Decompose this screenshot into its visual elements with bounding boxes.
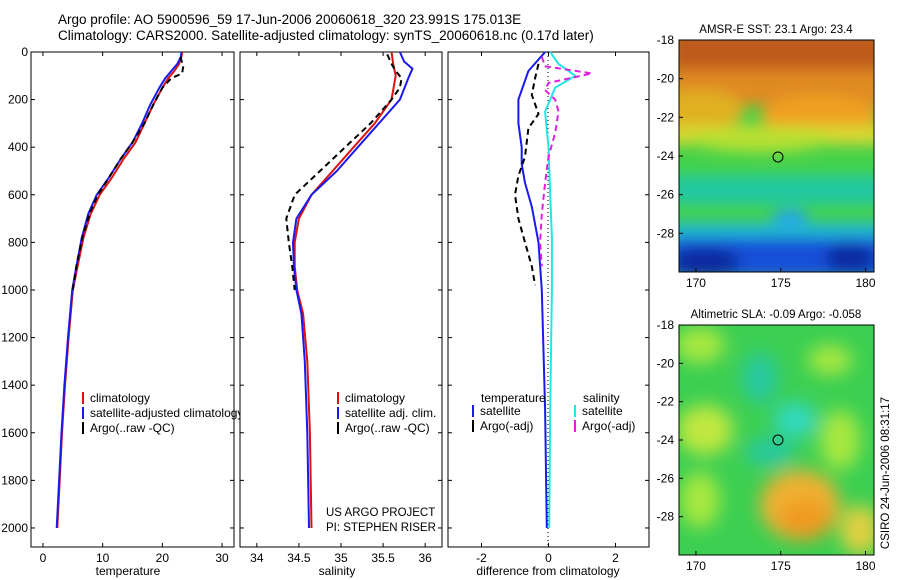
map-y-tick-label: -28 [657,226,675,240]
y-tick-label: 800 [8,235,28,249]
legend-label-climatology: climatology [90,391,150,405]
sst-map-ticks: 170 175 180 -18 -20 -22 -24 -26 -28 [657,33,876,290]
series-line-argo-raw-qc [285,53,403,291]
salinity-axis-ticks: 34 34.5 35 35.5 36 [240,51,442,565]
temperature-panel: 0 200 400 600 800 1000 1200 1400 1600 1800 2000 0 10… [1,45,243,578]
temperature-plot-frame [30,51,235,548]
map-x-tick-label: 180 [856,559,876,573]
salinity-legend: climatology satellite adj. clim. Argo(..… [337,391,436,435]
series-line-salinity-argo-adj [539,56,593,267]
x-tick-label: 34.5 [287,551,311,565]
series-line-temperature-argo-adj [514,63,540,286]
series-line-climatology [293,51,397,529]
series-line-satellite-adjusted-climatology [55,51,183,529]
map-x-tick-label: 175 [771,559,791,573]
y-tick-label: 200 [8,93,28,107]
series-line-salinity-satellite [544,51,577,529]
difference-panel: -2 0 2 difference from climatology tempera… [447,51,650,578]
x-tick-label: 36 [418,551,432,565]
legend-label-argo: Argo(..raw -QC) [345,421,430,435]
x-tick-label: 34 [250,551,264,565]
salinity-xlabel: salinity [319,564,356,578]
temperature-xlabel: temperature [96,564,161,578]
y-tick-label: 0 [21,45,28,59]
legend-label-satellite: satellite adj. clim. [345,406,436,420]
series-line-argo-raw-qc [71,56,185,291]
legend-label-satellite: satellite-adjusted climatology [90,406,243,420]
sla-map: Altimetric SLA: -0.09 Argo: -0.058 170 17… [657,309,876,573]
legend-label-temp-satellite: satellite [480,404,521,418]
x-tick-label: 0 [40,551,47,565]
y-tick-label: 1000 [1,283,28,297]
sst-map: AMSR-E SST: 23.1 Argo: 23.4 170 175 180 -18… [657,24,876,290]
figure-title-line1: Argo profile: AO 5900596_59 17-Jun-2006 … [58,12,522,27]
map-x-tick-label: 175 [771,276,791,290]
legend-label-climatology: climatology [345,391,405,405]
timestamp-vertical: CSIRO 24-Jun-2006 08:31:17 [876,378,896,568]
x-tick-label: 2 [612,551,619,565]
x-tick-label: 35 [334,551,348,565]
map-y-tick-label: -28 [657,510,675,524]
sla-argo-location-marker [772,434,784,446]
series-line-satellite-adj-clim [292,51,414,529]
sst-map-title: AMSR-E SST: 23.1 Argo: 23.4 [699,24,853,36]
temperature-axis-ticks: 0 200 400 600 800 1000 1200 1400 1600 1800 2000 0 10… [1,45,234,565]
y-tick-label: 1800 [1,473,28,487]
difference-axis-ticks: -2 0 2 [448,51,649,565]
map-y-tick-label: -22 [657,110,675,124]
temperature-series [55,51,185,529]
x-tick-label: 30 [215,551,229,565]
pi-label: PI: STEPHEN RISER [326,522,436,534]
map-y-tick-label: -26 [657,188,675,202]
legend-title-temperature: temperature [481,391,546,405]
sla-map-ticks: 170 175 180 -18 -20 -22 -24 -26 -28 [657,318,876,573]
map-y-tick-label: -18 [657,33,675,47]
map-x-tick-label: 170 [686,559,706,573]
project-label: US ARGO PROJECT [326,507,435,519]
map-y-tick-label: -24 [657,433,675,447]
y-tick-label: 2000 [1,521,28,535]
map-y-tick-label: -22 [657,395,675,409]
legend-label-sal-argo: Argo(-adj) [582,419,635,433]
difference-series [514,51,593,529]
legend-label-temp-argo: Argo(-adj) [480,419,533,433]
y-tick-label: 400 [8,140,28,154]
legend-title-salinity: salinity [583,391,620,405]
map-x-tick-label: 180 [856,276,876,290]
temperature-legend: climatology satellite-adjusted climatolo… [82,391,243,435]
map-y-tick-label: -26 [657,471,675,485]
difference-legend: temperature salinity satellite Argo(-adj… [472,391,635,433]
sla-map-title: Altimetric SLA: -0.09 Argo: -0.058 [691,309,862,321]
x-tick-label: 20 [156,551,170,565]
y-tick-label: 1400 [1,378,28,392]
map-x-tick-label: 170 [686,276,706,290]
sla-heatmap-field [679,325,874,555]
timestamp-label: CSIRO 24-Jun-2006 08:31:17 [880,396,892,550]
y-tick-label: 1200 [1,331,28,345]
difference-xlabel: difference from climatology [476,564,619,578]
series-line-temperature-satellite [517,51,548,529]
sst-heatmap-field [679,40,874,272]
map-y-tick-label: -20 [657,72,675,86]
legend-label-argo: Argo(..raw -QC) [90,421,175,435]
salinity-plot-frame [239,51,443,548]
sst-argo-location-marker [772,151,784,163]
map-y-tick-label: -24 [657,149,675,163]
x-tick-label: -2 [476,551,487,565]
x-tick-label: 35.5 [371,551,395,565]
y-tick-label: 600 [8,188,28,202]
salinity-panel: 34 34.5 35 35.5 36 salinity climatology sate… [239,51,443,578]
x-tick-label: 0 [545,551,552,565]
legend-label-sal-satellite: satellite [582,404,623,418]
y-tick-label: 1600 [1,426,28,440]
map-y-tick-label: -18 [657,318,675,332]
map-y-tick-label: -20 [657,356,675,370]
x-tick-label: 10 [96,551,110,565]
salinity-series [285,51,414,529]
figure-title-line2: Climatology: CARS2000. Satellite-adjuste… [58,28,594,43]
